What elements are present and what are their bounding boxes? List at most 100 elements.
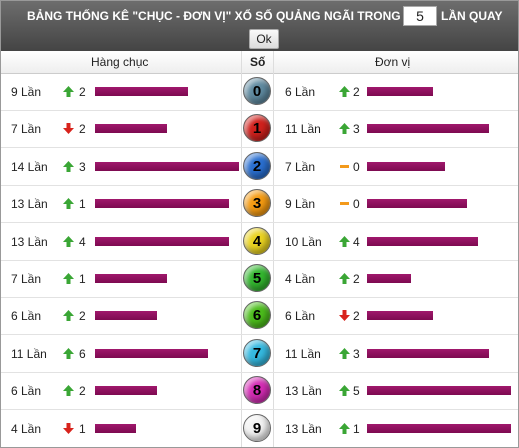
draw-count-input[interactable]: 5 — [403, 6, 437, 26]
count-bar — [367, 236, 478, 246]
count-bar — [367, 386, 511, 396]
tens-count-label: 4 Lần — [11, 421, 42, 436]
digit-ball: 5 — [243, 264, 271, 292]
trend-icon — [63, 198, 74, 212]
digit-ball: 2 — [243, 151, 271, 180]
digit-ball: 0 — [243, 77, 271, 105]
table-row: 7 Lần 1 5 4 Lần 2 — [1, 260, 518, 298]
trend-icon — [339, 422, 350, 437]
table-row: 13 Lần 1 3 9 Lần 0 — [1, 185, 518, 224]
digit-ball: 3 — [243, 189, 271, 218]
trend-icon — [63, 123, 74, 137]
trend-delta: 4 — [353, 234, 360, 249]
units-count-label: 13 Lần — [285, 384, 322, 399]
count-bar — [95, 311, 157, 321]
tens-count-label: 13 Lần — [11, 234, 48, 249]
tens-count-label: 7 Lần — [11, 272, 42, 286]
trend-icon — [63, 422, 74, 437]
header: BẢNG THỐNG KÊ "CHỤC - ĐƠN VỊ" XỔ SỐ QUẢN… — [1, 1, 518, 51]
trend-delta: 3 — [353, 122, 360, 137]
trend-icon — [339, 273, 350, 287]
count-bar — [95, 348, 209, 358]
trend-icon — [63, 347, 74, 362]
table-row: 13 Lần 4 4 10 Lần 4 — [1, 223, 518, 261]
ok-button[interactable]: Ok — [249, 29, 279, 49]
column-separator — [241, 51, 242, 447]
count-bar — [367, 161, 445, 171]
count-bar — [367, 124, 489, 134]
trend-delta: 3 — [79, 159, 86, 174]
trend-icon — [339, 123, 350, 137]
digit-header: Số — [250, 55, 266, 69]
tens-header: Hàng chục — [91, 55, 149, 69]
trend-delta: 2 — [353, 309, 360, 324]
units-header: Đơn vị — [375, 55, 411, 69]
tens-count-label: 13 Lần — [11, 197, 48, 212]
trend-icon — [339, 161, 350, 175]
units-count-label: 9 Lần — [285, 197, 316, 212]
trend-delta: 4 — [79, 234, 86, 249]
count-bar — [367, 274, 412, 283]
trend-icon — [339, 347, 350, 362]
count-bar — [367, 199, 467, 209]
digit-ball: 1 — [243, 114, 271, 143]
digit-ball: 6 — [243, 301, 271, 330]
trend-icon — [63, 86, 74, 100]
header-title: BẢNG THỐNG KÊ "CHỤC - ĐƠN VỊ" XỔ SỐ QUẢN… — [27, 9, 401, 23]
trend-icon — [339, 198, 350, 212]
tens-count-label: 9 Lần — [11, 85, 42, 99]
trend-icon — [63, 273, 74, 287]
units-count-label: 6 Lần — [285, 309, 316, 324]
table-row: 6 Lần 2 8 13 Lần 5 — [1, 372, 518, 411]
trend-delta: 2 — [79, 122, 86, 137]
digit-ball: 8 — [243, 376, 271, 405]
table-row: 9 Lần 2 0 6 Lần 2 — [1, 73, 518, 111]
trend-delta: 2 — [79, 384, 86, 399]
count-bar — [95, 236, 229, 246]
units-count-label: 13 Lần — [285, 421, 322, 436]
count-bar — [367, 87, 434, 96]
trend-delta: 2 — [353, 272, 360, 286]
units-count-label: 6 Lần — [285, 85, 316, 99]
count-bar — [95, 274, 167, 283]
table-row: 11 Lần 6 7 11 Lần 3 — [1, 335, 518, 373]
trend-icon — [63, 385, 74, 399]
count-bar — [95, 124, 167, 134]
digit-ball: 7 — [243, 338, 271, 367]
table-row: 4 Lần 1 9 13 Lần 1 — [1, 410, 518, 447]
trend-delta: 1 — [79, 197, 86, 212]
trend-delta: 3 — [353, 346, 360, 361]
trend-delta: 5 — [353, 384, 360, 399]
table-row: 14 Lần 3 2 7 Lần 0 — [1, 148, 518, 186]
column-separator — [273, 51, 274, 447]
count-bar — [95, 87, 188, 96]
trend-icon — [63, 160, 74, 175]
count-bar — [367, 311, 434, 321]
header-suffix: LẦN QUAY — [441, 9, 503, 23]
trend-icon — [339, 235, 350, 250]
trend-icon — [339, 310, 350, 324]
trend-icon — [339, 86, 350, 100]
trend-delta: 1 — [79, 272, 86, 286]
units-count-label: 10 Lần — [285, 234, 322, 249]
table-row: 6 Lần 2 6 6 Lần 2 — [1, 297, 518, 336]
trend-icon — [339, 385, 350, 399]
count-bar — [95, 423, 137, 433]
units-count-label: 7 Lần — [285, 159, 316, 174]
tens-count-label: 14 Lần — [11, 159, 48, 174]
trend-delta: 2 — [79, 85, 86, 99]
tens-count-label: 11 Lần — [11, 346, 47, 361]
trend-icon — [63, 310, 74, 324]
trend-delta: 1 — [79, 421, 86, 436]
column-header: Hàng chục Số Đơn vị — [1, 51, 518, 74]
count-bar — [95, 199, 229, 209]
count-bar — [367, 423, 511, 433]
count-bar — [95, 386, 157, 396]
units-count-label: 11 Lần — [285, 122, 321, 137]
trend-delta: 6 — [79, 346, 86, 361]
table-row: 7 Lần 2 1 11 Lần 3 — [1, 110, 518, 149]
count-bar — [367, 348, 489, 358]
tens-count-label: 6 Lần — [11, 309, 42, 324]
trend-delta: 0 — [353, 159, 360, 174]
